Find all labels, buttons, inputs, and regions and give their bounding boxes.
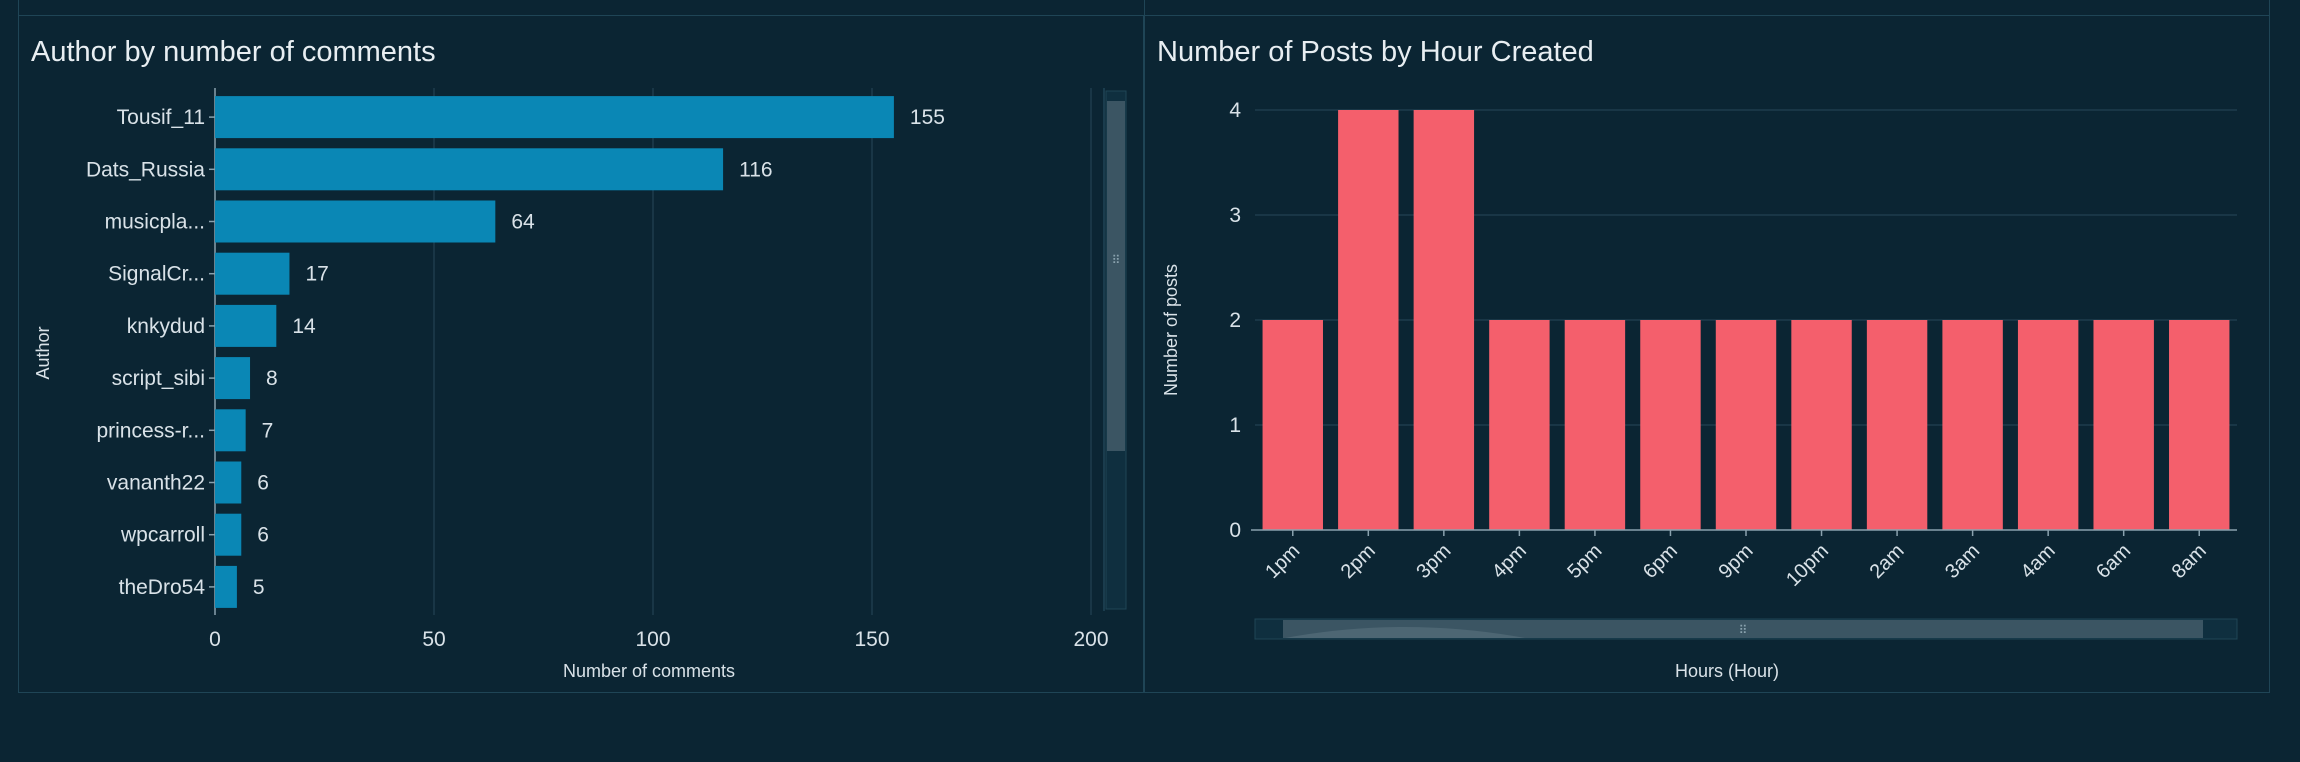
y-tick-label: SignalCr... [108, 263, 205, 286]
scroll-grip-icon: ⠿ [1739, 623, 1748, 637]
y-tick-label: theDro54 [119, 576, 206, 599]
data-label: 14 [292, 315, 316, 338]
y-tick-label: Dats_Russia [86, 158, 205, 181]
data-label: 155 [910, 106, 945, 129]
bar [215, 252, 290, 295]
bar [215, 513, 242, 556]
x-tick-label: 150 [854, 628, 889, 651]
bar [215, 200, 496, 243]
panel-title: Number of Posts by Hour Created [1157, 36, 1594, 68]
x-tick-label: 9pm [1714, 540, 1757, 583]
author-comments-panel: Author by number of comments 0 50 100 150 20… [18, 15, 1144, 693]
author-comments-chart: 0 50 100 150 200 Tousif_11 155 Dats_Russia 116 mu… [33, 88, 1127, 681]
x-tick-label: 0 [209, 628, 221, 651]
data-label: 17 [305, 263, 328, 286]
bar [215, 565, 237, 608]
bar [215, 148, 724, 191]
bar [1489, 320, 1550, 530]
y-tick-label: 4 [1229, 99, 1241, 122]
data-label: 7 [262, 419, 274, 442]
top-strip [18, 0, 2270, 15]
y-tick-label: 1 [1229, 414, 1241, 437]
top-divider [1144, 0, 1145, 15]
x-tick-label: 5pm [1563, 540, 1606, 583]
y-tick-label: vananth22 [107, 472, 205, 495]
x-axis-title: Hours (Hour) [1675, 661, 1779, 681]
y-axis-title: Author [33, 326, 53, 379]
bar [1715, 320, 1777, 530]
x-tick-label: 8am [2168, 540, 2211, 583]
x-tick-label: 6am [2092, 540, 2135, 583]
y-tick-label: 2 [1229, 309, 1241, 332]
bar [215, 357, 251, 400]
data-label: 6 [257, 524, 269, 547]
x-tick-label: 4pm [1488, 540, 1531, 583]
x-tick-label: 4am [2017, 540, 2060, 583]
bar [1942, 320, 2003, 530]
bar [2169, 320, 2230, 530]
bar [1791, 320, 1852, 530]
x-tick-label: 2am [1866, 540, 1909, 583]
y-axis-title: Number of posts [1161, 264, 1181, 396]
posts-by-hour-chart: 0 1 2 3 4 1pm 2pm 3pm 4pm 5pm 6pm 9pm 10pm 2am 3am 4am 6… [1161, 99, 2238, 681]
scroll-preview [1285, 627, 1525, 638]
x-tick-label: 6pm [1639, 540, 1682, 583]
x-tick-label: 3am [1941, 540, 1984, 583]
bar [2017, 320, 2079, 530]
panel-title: Author by number of comments [31, 36, 436, 68]
x-axis-title: Number of comments [563, 661, 735, 681]
x-tick-label: 50 [422, 628, 445, 651]
bar [1338, 110, 1399, 530]
y-tick-label: 3 [1229, 204, 1241, 227]
bar [1564, 320, 1626, 530]
data-label: 6 [257, 472, 269, 495]
bar [1413, 110, 1475, 530]
scroll-thumb[interactable] [1107, 101, 1125, 451]
bar [215, 96, 894, 139]
y-tick-label: knkydud [127, 315, 205, 338]
x-tick-label: 2pm [1337, 540, 1380, 583]
data-label: 116 [739, 158, 772, 181]
bar [1640, 320, 1701, 530]
posts-by-hour-panel: Number of Posts by Hour Created 0 1 2 3 4 1pm… [1144, 15, 2270, 693]
bar [215, 304, 277, 347]
bar [215, 409, 246, 452]
bar [215, 461, 242, 504]
x-tick-label: 200 [1073, 628, 1108, 651]
y-tick-label: script_sibi [112, 367, 205, 390]
x-tick-label: 1pm [1261, 540, 1304, 583]
y-tick-label: princess-r... [96, 419, 205, 442]
data-label: 8 [266, 367, 278, 390]
scroll-thumb-end[interactable] [1107, 451, 1125, 473]
bar [1866, 320, 1928, 530]
y-tick-label: musicpla... [105, 211, 205, 234]
x-tick-label: 3pm [1412, 540, 1455, 583]
scroll-grip-icon: ⠿ [1112, 253, 1121, 267]
y-tick-label: 0 [1229, 519, 1241, 542]
scroll-thumb[interactable] [1283, 620, 2203, 638]
y-tick-label: Tousif_11 [117, 106, 205, 129]
bar [2093, 320, 2154, 530]
x-tick-label: 10pm [1782, 540, 1833, 591]
data-label: 5 [253, 576, 265, 599]
data-label: 64 [511, 211, 535, 234]
bar [1262, 320, 1323, 530]
y-tick-label: wpcarroll [120, 524, 205, 547]
x-tick-label: 100 [635, 628, 670, 651]
